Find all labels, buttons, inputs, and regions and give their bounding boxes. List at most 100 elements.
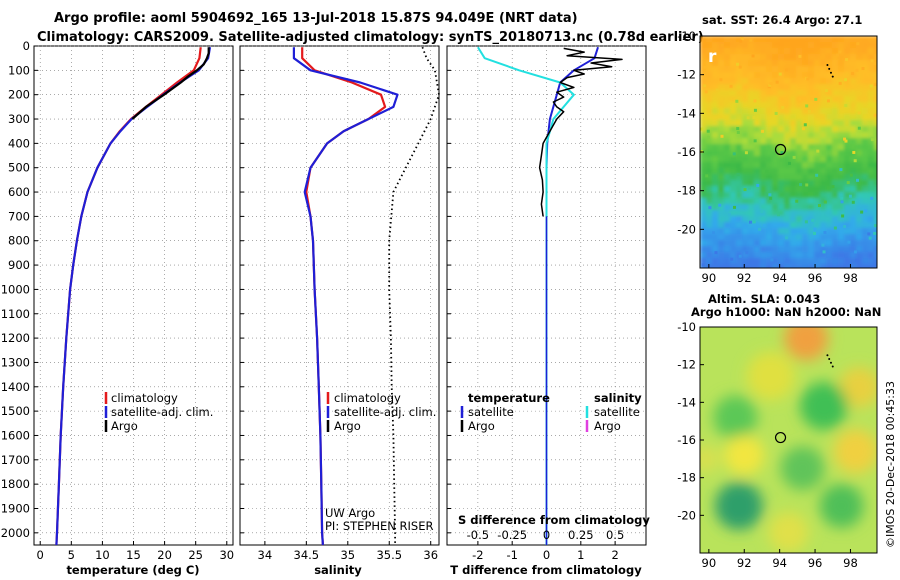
sst-cell xyxy=(850,102,857,109)
lon-tick-label: 90 xyxy=(702,271,717,285)
sst-cell xyxy=(754,120,761,127)
sst-speckle xyxy=(746,116,750,120)
sst-cell xyxy=(874,66,877,73)
sst-cell xyxy=(790,144,797,151)
sst-cell xyxy=(712,210,719,217)
sst-cell xyxy=(754,114,761,121)
sst-cell xyxy=(742,138,749,145)
sst-cell xyxy=(820,156,827,163)
sst-speckle xyxy=(845,58,849,62)
sst-cell xyxy=(820,120,827,127)
sst-cell xyxy=(706,66,713,73)
sst-cell xyxy=(874,192,877,199)
sst-cell xyxy=(856,96,863,103)
sst-cell xyxy=(754,192,761,199)
sst-cell xyxy=(766,204,773,211)
sst-cell xyxy=(790,120,797,127)
sst-cell xyxy=(796,210,803,217)
sst-cell xyxy=(736,186,743,193)
sst-cell xyxy=(862,168,869,175)
sst-cell xyxy=(700,60,707,67)
sst-cell xyxy=(790,216,797,223)
sst-cell xyxy=(868,222,875,229)
sst-cell xyxy=(718,174,725,181)
sst-cell xyxy=(856,246,863,253)
sst-cell xyxy=(832,90,839,97)
sst-cell xyxy=(754,246,761,253)
sst-cell xyxy=(724,186,731,193)
series-line-argo xyxy=(131,47,210,120)
sst-cell xyxy=(850,258,857,265)
sst-cell xyxy=(772,90,779,97)
sst-cell xyxy=(718,204,725,211)
sst-cell xyxy=(790,102,797,109)
sst-cell xyxy=(826,264,833,268)
sst-cell xyxy=(832,192,839,199)
sst-cell xyxy=(808,198,815,205)
sst-cell xyxy=(742,102,749,109)
sst-cell xyxy=(856,228,863,235)
sst-cell xyxy=(808,150,815,157)
sst-cell xyxy=(724,48,731,55)
sst-cell xyxy=(856,84,863,91)
s-diff-tick-label: 0.25 xyxy=(568,528,594,542)
sst-cell xyxy=(772,138,779,145)
sst-speckle xyxy=(749,38,753,42)
sst-cell xyxy=(760,90,767,97)
sst-cell xyxy=(724,174,731,181)
sst-cell xyxy=(814,138,821,145)
sst-cell xyxy=(760,168,767,175)
sst-cell xyxy=(712,42,719,49)
sst-cell xyxy=(808,258,815,265)
sst-cell xyxy=(712,120,719,127)
sst-cell xyxy=(838,168,845,175)
sst-speckle xyxy=(856,42,860,46)
sst-cell xyxy=(784,60,791,67)
sst-cell xyxy=(700,36,707,43)
sst-cell xyxy=(808,186,815,193)
sst-cell xyxy=(700,120,707,127)
sst-speckle xyxy=(810,97,814,101)
sst-cell xyxy=(766,96,773,103)
sst-cell xyxy=(772,174,779,181)
sst-cell xyxy=(772,120,779,127)
sst-cell xyxy=(712,84,719,91)
sst-cell xyxy=(796,66,803,73)
sst-cell xyxy=(790,54,797,61)
sst-cell xyxy=(850,144,857,151)
sst-cell xyxy=(784,228,791,235)
sst-cell xyxy=(838,222,845,229)
sst-cell xyxy=(874,240,877,247)
sst-cell xyxy=(814,120,821,127)
sst-cell xyxy=(730,192,737,199)
sst-cell xyxy=(784,120,791,127)
sst-cell xyxy=(808,240,815,247)
sst-cell xyxy=(778,198,785,205)
sst-cell xyxy=(718,252,725,259)
sst-cell xyxy=(730,168,737,175)
depth-tick-label: 1400 xyxy=(1,380,30,394)
x-tick-label: 36 xyxy=(423,548,438,562)
sst-cell xyxy=(868,102,875,109)
sst-cell xyxy=(736,264,743,268)
sst-cell xyxy=(790,108,797,115)
sst-cell xyxy=(712,72,719,79)
sst-cell xyxy=(868,78,875,85)
sst-cell xyxy=(862,96,869,103)
sst-cell xyxy=(724,54,731,61)
sst-cell xyxy=(760,48,767,55)
sst-cell xyxy=(862,126,869,133)
sst-cell xyxy=(838,186,845,193)
difference-axis-label: T difference from climatology xyxy=(450,563,642,577)
sst-cell xyxy=(724,180,731,187)
sst-cell xyxy=(736,180,743,187)
sst-cell xyxy=(838,216,845,223)
sst-speckle xyxy=(814,97,818,101)
sst-cell xyxy=(700,210,707,217)
sst-cell xyxy=(790,42,797,49)
sst-speckle xyxy=(706,129,710,133)
sst-cell xyxy=(844,54,851,61)
sst-cell xyxy=(760,42,767,49)
sst-cell xyxy=(856,102,863,109)
sst-cell xyxy=(784,102,791,109)
